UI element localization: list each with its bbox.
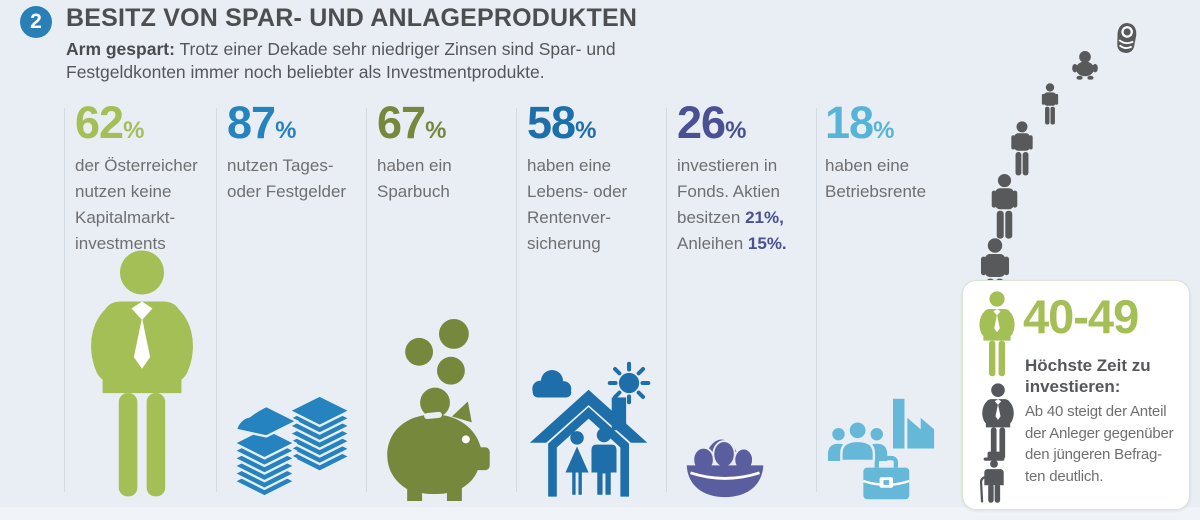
page-title: BESITZ VON SPAR- UND ANLAGEPRODUKTEN xyxy=(66,4,638,32)
teen-icon xyxy=(989,173,1020,240)
stat-description: haben ein Sparbuch xyxy=(377,156,452,201)
senior-icon xyxy=(971,451,1017,504)
adult-40s-icon xyxy=(977,291,1017,377)
lead-text: Arm gespart: Trotz einer Dekade sehr nie… xyxy=(66,38,616,84)
person-empty-pockets-icon xyxy=(84,248,200,500)
column-divider xyxy=(216,108,217,492)
stat-description: investieren in Fonds. Aktien besitzen 21… xyxy=(677,156,787,253)
stat-description: haben eine Betriebsrente xyxy=(825,156,927,201)
age-highlight-card: 40-49 Höchste Zeit zu investieren: Ab 40 … xyxy=(962,280,1190,510)
toddler-icon xyxy=(1040,83,1060,125)
adult-older-icon xyxy=(980,383,1016,460)
stat-value: 18% xyxy=(825,97,895,148)
stat-value: 58% xyxy=(527,97,597,148)
column-divider xyxy=(816,108,817,492)
stat-description: haben eine Lebens- oder Rentenver- siche… xyxy=(527,156,628,253)
banknote-stacks-icon xyxy=(234,390,352,500)
section-number-badge: 2 xyxy=(20,6,52,38)
column-divider xyxy=(64,108,65,492)
lead-line-1: Trotz einer Dekade sehr niedriger Zinsen… xyxy=(174,39,616,59)
lead-line-2: Festgeldkonten immer noch beliebter als … xyxy=(66,62,545,82)
baby-icon xyxy=(1071,49,1099,81)
stat-value: 87% xyxy=(227,97,297,148)
stat-description: der Österreicher nutzen keine Kapitalmar… xyxy=(75,156,198,253)
card-body-text: Ab 40 steigt der Anteil der Anleger gege… xyxy=(1025,403,1174,485)
card-heading: Höchste Zeit zu investieren: xyxy=(1025,356,1151,396)
piggy-bank-coins-icon xyxy=(382,318,492,502)
age-range: 40-49 xyxy=(1023,290,1139,343)
stat-value: 62% xyxy=(75,97,145,148)
stat-column-insurance: 58% haben eine Lebens- oder Rentenver- s… xyxy=(527,100,669,257)
stat-value: 67% xyxy=(377,97,447,148)
stat-column-company-pension: 18% haben eine Betriebsrente xyxy=(825,100,967,205)
child-icon xyxy=(1009,121,1035,176)
house-family-icon xyxy=(526,346,656,498)
lead-bold: Arm gespart: xyxy=(66,39,175,59)
stat-value: 26% xyxy=(677,97,747,148)
stat-description: nutzen Tages- oder Festgelder xyxy=(227,156,347,201)
column-divider xyxy=(516,108,517,492)
employees-factory-briefcase-icon xyxy=(826,394,938,504)
bottom-strip xyxy=(0,507,1200,520)
column-divider xyxy=(666,108,667,492)
stat-column-savings-book: 67% haben ein Sparbuch xyxy=(377,100,519,205)
stat-column-funds: 26% investieren in Fonds. Aktien besitze… xyxy=(677,100,819,257)
stat-column-deposits: 87% nutzen Tages- oder Festgelder xyxy=(227,100,369,205)
egg-basket-icon xyxy=(683,427,767,500)
newborn-icon xyxy=(1114,22,1138,54)
stat-column-no-capital-market: 62% der Österreicher nutzen keine Kapita… xyxy=(75,100,217,257)
column-divider xyxy=(366,108,367,492)
